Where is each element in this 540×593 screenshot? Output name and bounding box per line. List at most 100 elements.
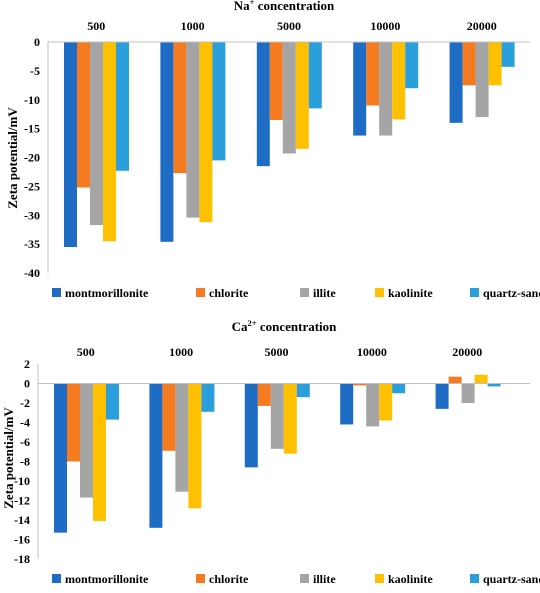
na-y-tick-label: -10	[24, 93, 40, 107]
na-bar-montmorillonite-1000	[160, 42, 174, 242]
ca-legend-swatch-kaolinite	[375, 574, 384, 583]
ca-y-tick-label: 0	[24, 377, 30, 391]
ca-bar-kaolinite-20000	[474, 374, 488, 384]
ca-bar-quartz-sand-500	[106, 383, 119, 420]
ca-bar-montmorillonite-500	[54, 383, 67, 533]
ca-chart: Ca2+ concentration Zeta potential/mV 2 0 -…	[1, 318, 540, 586]
ca-y-tick-label: -2	[20, 396, 30, 410]
na-legend-swatch-chlorite	[196, 288, 205, 297]
na-legend-label-chlorite: chlorite	[209, 286, 249, 300]
na-chart: Na+ concentration Zeta potential/mV 0 -5 -…	[5, 0, 540, 300]
na-bar-quartz-sand-5000	[308, 42, 322, 109]
na-bar-montmorillonite-10000	[353, 42, 367, 136]
ca-bar-quartz-sand-1000	[201, 383, 215, 412]
na-y-tick-label: -35	[24, 237, 40, 251]
ca-y-tick-label: -10	[14, 474, 30, 488]
na-category-label: 10000	[370, 19, 400, 33]
na-bar-kaolinite-500	[103, 42, 116, 242]
na-bar-quartz-sand-20000	[501, 42, 515, 67]
na-bar-quartz-sand-1000	[212, 42, 226, 161]
ca-category-label: 10000	[357, 345, 387, 359]
ca-y-tick-label: -14	[14, 513, 30, 527]
na-category-label: 1000	[181, 19, 205, 33]
na-bar-quartz-sand-500	[116, 42, 129, 171]
ca-bar-illite-10000	[366, 383, 380, 427]
na-bar-chlorite-5000	[269, 42, 283, 120]
na-y-tick-label: -15	[24, 122, 40, 136]
na-legend-swatch-illite	[300, 288, 309, 297]
na-bar-kaolinite-20000	[488, 42, 502, 86]
ca-legend-swatch-illite	[300, 574, 309, 583]
ca-bar-quartz-sand-20000	[487, 383, 501, 387]
na-legend-swatch-kaolinite	[375, 288, 384, 297]
ca-bar-montmorillonite-5000	[244, 383, 258, 468]
na-legend-label-montmorillonite: montmorillonite	[65, 286, 149, 300]
ca-bar-illite-1000	[175, 383, 189, 492]
ca-legend-label-kaolinite: kaolinite	[388, 572, 433, 586]
na-y-tick-label: 0	[34, 35, 40, 49]
ca-bar-kaolinite-500	[93, 383, 106, 521]
ca-legend-label-illite: illite	[313, 572, 336, 586]
ca-bar-chlorite-20000	[448, 376, 462, 384]
na-bar-montmorillonite-20000	[449, 42, 463, 123]
na-chart-title: Na+ concentration	[234, 0, 335, 13]
na-category-label: 500	[87, 19, 105, 33]
ca-y-tick-label: -12	[14, 494, 30, 508]
ca-bar-kaolinite-5000	[283, 383, 297, 454]
na-bar-chlorite-1000	[173, 42, 187, 174]
ca-bar-quartz-sand-5000	[296, 383, 310, 398]
ca-y-tick-label: 2	[24, 357, 30, 371]
na-bar-illite-1000	[186, 42, 200, 218]
ca-category-label: 1000	[169, 345, 193, 359]
ca-y-tick-label: -16	[14, 533, 30, 547]
ca-bar-kaolinite-1000	[188, 383, 202, 509]
na-bar-illite-500	[90, 42, 103, 226]
ca-bar-chlorite-10000	[353, 383, 367, 386]
na-category-label: 20000	[467, 19, 497, 33]
ca-y-tick-label: -6	[20, 435, 30, 449]
ca-legend-label-chlorite: chlorite	[209, 572, 249, 586]
ca-y-tick-label: -4	[20, 416, 30, 430]
na-legend-swatch-quartz-sand	[470, 288, 479, 297]
na-bar-chlorite-500	[77, 42, 90, 188]
ca-legend-swatch-chlorite	[196, 574, 205, 583]
ca-y-tick-label: -18	[14, 552, 30, 566]
ca-legend-swatch-quartz-sand	[470, 574, 479, 583]
na-y-tick-label: -30	[24, 208, 40, 222]
ca-bar-quartz-sand-10000	[392, 383, 406, 394]
na-bar-quartz-sand-10000	[405, 42, 419, 89]
na-bar-kaolinite-1000	[199, 42, 213, 223]
na-bar-illite-5000	[282, 42, 296, 154]
na-y-tick-label: -25	[24, 179, 40, 193]
na-legend-label-quartz-sand: quartz-sand	[483, 286, 540, 300]
ca-bar-illite-20000	[461, 383, 475, 403]
ca-bar-illite-500	[80, 383, 93, 498]
na-y-tick-label: -40	[24, 266, 40, 280]
ca-legend-label-montmorillonite: montmorillonite	[65, 572, 149, 586]
ca-legend-swatch-montmorillonite	[52, 574, 61, 583]
ca-bar-kaolinite-10000	[379, 383, 393, 421]
na-category-label: 5000	[277, 19, 301, 33]
na-legend-label-illite: illite	[313, 286, 336, 300]
ca-bar-montmorillonite-20000	[435, 383, 449, 409]
na-legend-swatch-montmorillonite	[52, 288, 61, 297]
ca-bar-chlorite-1000	[162, 383, 176, 451]
ca-y-axis-label: Zeta potential/mV	[1, 407, 16, 509]
ca-chart-title: Ca2+ concentration	[232, 318, 338, 334]
ca-legend-label-quartz-sand: quartz-sand	[483, 572, 540, 586]
ca-bar-illite-5000	[270, 383, 284, 449]
na-bar-chlorite-20000	[462, 42, 476, 86]
ca-bar-chlorite-500	[67, 383, 80, 462]
ca-bar-chlorite-5000	[257, 383, 271, 406]
ca-category-label: 500	[77, 345, 95, 359]
ca-category-label: 20000	[452, 345, 482, 359]
na-bar-montmorillonite-500	[64, 42, 77, 248]
ca-category-label: 5000	[265, 345, 289, 359]
na-y-axis-label: Zeta potential/mV	[5, 107, 20, 209]
na-bar-chlorite-10000	[366, 42, 380, 106]
na-y-tick-label: -20	[24, 151, 40, 165]
ca-bar-montmorillonite-10000	[340, 383, 354, 425]
na-legend-label-kaolinite: kaolinite	[388, 286, 433, 300]
ca-bar-montmorillonite-1000	[149, 383, 163, 528]
